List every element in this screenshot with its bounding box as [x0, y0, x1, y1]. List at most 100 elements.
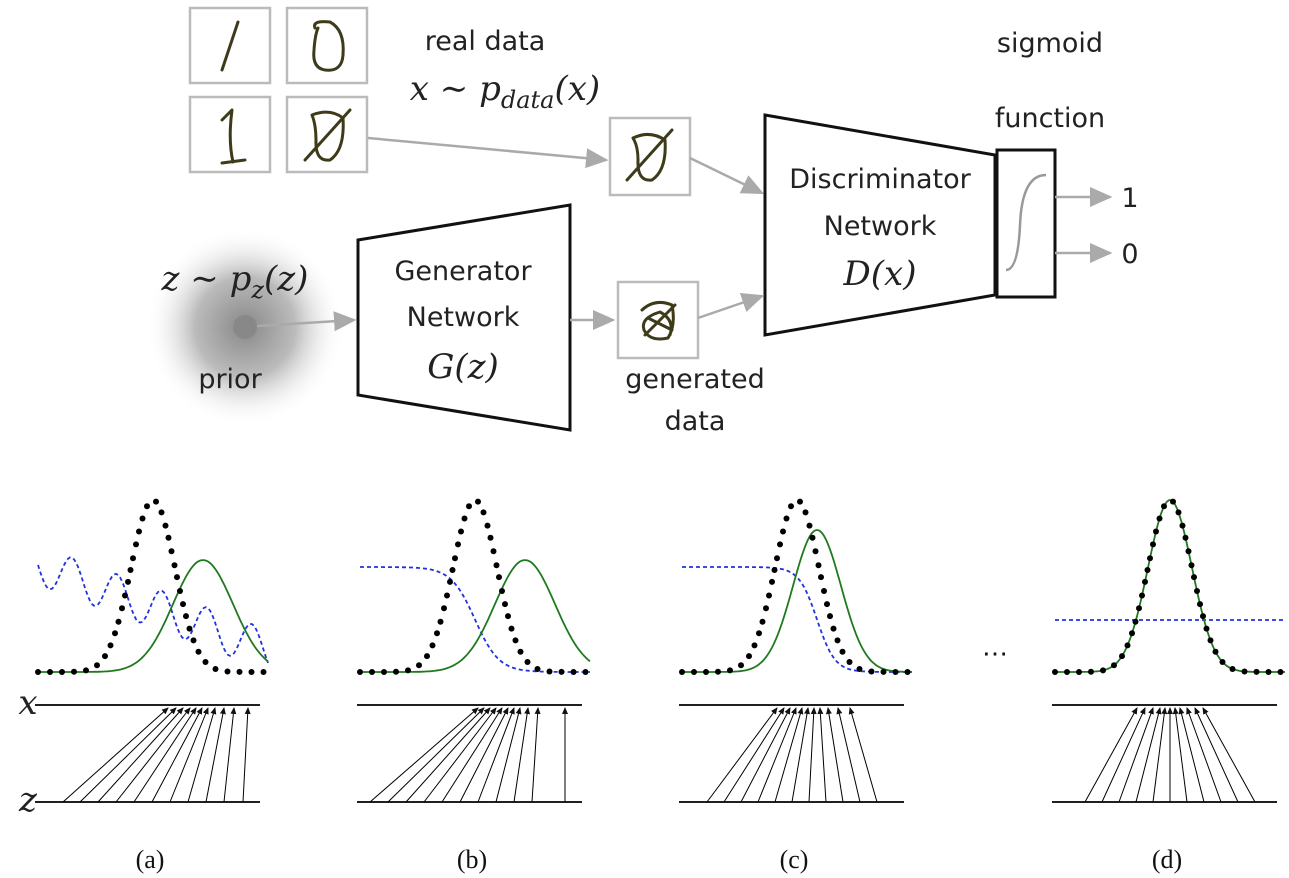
data-dot [831, 626, 837, 632]
data-dot [177, 588, 183, 594]
sigmoid-box [997, 150, 1055, 297]
data-dot [905, 669, 911, 675]
data-dot [1157, 516, 1163, 522]
data-dot [1176, 509, 1182, 515]
data-dot [869, 668, 875, 674]
data-dot [816, 562, 822, 568]
mapping-arrow [850, 708, 877, 802]
generator-curve [360, 560, 590, 672]
generated-label: data [665, 406, 726, 437]
mapping-arrow [243, 708, 248, 802]
panel-label: (d) [1152, 845, 1182, 874]
data-dot [183, 613, 189, 619]
data-dot [438, 619, 444, 625]
sigmoid-label: sigmoid [997, 28, 1103, 59]
x-axis-label: x [18, 683, 37, 723]
data-dot [813, 548, 819, 554]
mapping-arrow [206, 708, 224, 802]
data-dot [827, 613, 833, 619]
discriminator-label: Discriminator [789, 164, 971, 195]
z-formula: z ∼ pz(z) [161, 259, 309, 304]
data-dot [136, 529, 142, 535]
prior-label: prior [198, 364, 262, 395]
data-dot [499, 588, 505, 594]
data-dot [1230, 666, 1236, 672]
real-digits [190, 8, 367, 172]
data-dot [444, 592, 450, 598]
discriminator-curve [360, 567, 590, 672]
data-dot [1145, 567, 1151, 573]
formula-tail: (x) [554, 69, 600, 109]
mapping-arrow [98, 708, 183, 802]
data-dot [703, 669, 709, 675]
gan-diagram: real data x ∼ pdata(x) Discriminator Net… [0, 0, 1289, 878]
data-dot [450, 567, 456, 573]
data-dot [807, 523, 813, 529]
data-dot [441, 605, 447, 611]
data-dot [1147, 555, 1153, 561]
panel-label: (a) [136, 845, 165, 874]
data-dot [518, 649, 524, 655]
data-dot [1266, 669, 1272, 675]
data-dot [505, 613, 511, 619]
data-dot [1197, 601, 1203, 607]
data-dot [1204, 626, 1210, 632]
data-dot [760, 619, 766, 625]
data-dot [466, 503, 472, 509]
formula-sub: z [250, 276, 264, 304]
data-dot [475, 499, 481, 505]
data-dot [163, 523, 169, 529]
data-dot [1213, 649, 1219, 655]
data-dot [144, 503, 150, 509]
data-dot [405, 667, 411, 673]
data-dot [715, 669, 721, 675]
data-dot [784, 516, 790, 522]
data-dot [571, 669, 577, 675]
real-formula: x ∼ pdata(x) [410, 69, 600, 114]
data-dot [1133, 619, 1139, 625]
mapping-arrow [370, 708, 478, 802]
data-dot [509, 626, 515, 632]
data-dot [797, 499, 803, 505]
ellipsis: ⋯ [982, 639, 1008, 668]
data-dot [1129, 630, 1135, 636]
data-dot [108, 642, 114, 648]
data-dot [452, 555, 458, 561]
data-dot [1064, 669, 1070, 675]
mapping-arrow [741, 708, 790, 802]
data-dot [1088, 669, 1094, 675]
mapping-arrow [532, 708, 538, 802]
data-dot [1186, 548, 1192, 554]
data-dot [824, 601, 830, 607]
data-dot [59, 669, 65, 675]
generator-label: Network [407, 302, 520, 333]
panel-label: (c) [780, 845, 809, 874]
mapping-arrow [406, 708, 490, 802]
data-dot [381, 669, 387, 675]
mapping-arrow [758, 708, 796, 802]
data-dot [237, 669, 243, 675]
data-dot [133, 541, 139, 547]
data-dot [847, 659, 853, 665]
data-dot [455, 541, 461, 547]
data-dot [766, 592, 772, 598]
data-dot [488, 535, 494, 541]
data-dot [130, 555, 136, 561]
mapping-arrow [152, 708, 202, 802]
mapping-arrow [1085, 708, 1137, 802]
data-dot [738, 662, 744, 668]
data-dot [83, 667, 89, 673]
data-dot [1170, 499, 1176, 505]
data-dot [125, 579, 131, 585]
data-dot [462, 516, 468, 522]
panel-label: (b) [457, 845, 487, 874]
data-dot [35, 669, 41, 675]
data-dot [94, 662, 100, 668]
data-dot [1161, 503, 1167, 509]
arrow [698, 296, 762, 318]
g-formula: G(z) [427, 347, 499, 387]
data-dot [191, 637, 197, 643]
formula-sub: data [501, 86, 555, 114]
panels: (a) (b) (c) (d) [35, 499, 1285, 874]
real-data-label: real data [425, 26, 546, 57]
